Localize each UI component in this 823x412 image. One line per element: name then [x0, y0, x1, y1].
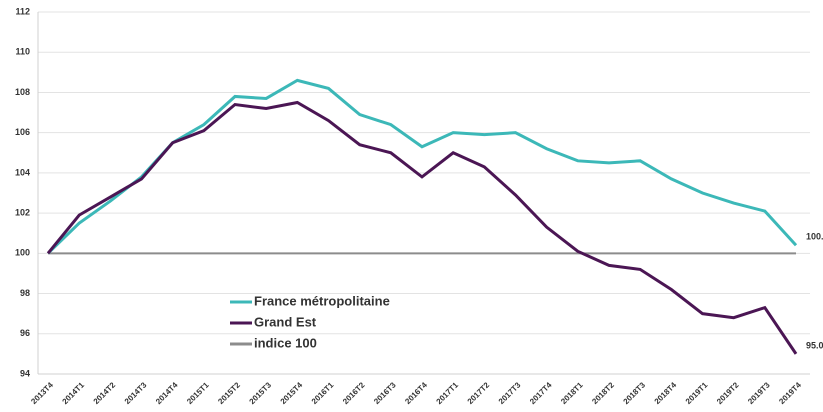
x-tick-label: 2014T3 — [123, 380, 149, 406]
y-tick-label: 96 — [20, 328, 30, 338]
y-tick-label: 108 — [15, 87, 30, 97]
x-tick-label: 2019T2 — [715, 380, 741, 406]
x-tick-label: 2016T3 — [372, 380, 398, 406]
legend: France métropolitaine Grand Est indice 100 — [230, 293, 390, 350]
x-tick-label: 2017T3 — [497, 380, 523, 406]
x-tick-label: 2018T1 — [559, 380, 585, 406]
y-tick-label: 98 — [20, 288, 30, 298]
x-tick-label: 2015T2 — [216, 380, 242, 406]
x-tick-label: 2018T3 — [622, 380, 648, 406]
x-tick-label: 2014T2 — [92, 380, 118, 406]
data-label: 100.4 — [806, 232, 823, 242]
x-tick-label: 2017T1 — [435, 380, 461, 406]
x-tick-label: 2019T1 — [684, 380, 710, 406]
x-tick-label: 2015T4 — [279, 380, 305, 406]
y-tick-label: 106 — [15, 127, 30, 137]
legend-label: indice 100 — [254, 335, 317, 350]
x-tick-label: 2019T3 — [746, 380, 772, 406]
x-tick-label: 2014T4 — [154, 380, 180, 406]
x-tick-label: 2019T4 — [777, 380, 803, 406]
legend-label: France métropolitaine — [254, 293, 390, 308]
y-tick-label: 112 — [15, 6, 30, 16]
x-tick-label: 2017T2 — [466, 380, 492, 406]
y-tick-label: 94 — [20, 368, 30, 378]
x-tick-label: 2017T4 — [528, 380, 554, 406]
y-tick-label: 100 — [15, 248, 30, 258]
y-tick-label: 104 — [15, 167, 30, 177]
x-tick-label: 2015T1 — [185, 380, 211, 406]
y-tick-label: 102 — [15, 207, 30, 217]
data-label: 95.0 — [806, 340, 823, 350]
x-tick-label: 2015T3 — [248, 380, 274, 406]
x-tick-label: 2018T4 — [653, 380, 679, 406]
x-tick-label: 2016T4 — [403, 380, 429, 406]
x-tick-label: 2014T1 — [61, 380, 87, 406]
x-tick-label: 2016T1 — [310, 380, 336, 406]
x-tick-label: 2018T2 — [590, 380, 616, 406]
x-tick-label: 2013T4 — [29, 380, 55, 406]
y-tick-label: 110 — [15, 47, 30, 57]
line-series — [46, 100, 798, 355]
legend-label: Grand Est — [254, 314, 317, 329]
x-tick-label: 2016T2 — [341, 380, 367, 406]
line-series — [46, 78, 798, 255]
